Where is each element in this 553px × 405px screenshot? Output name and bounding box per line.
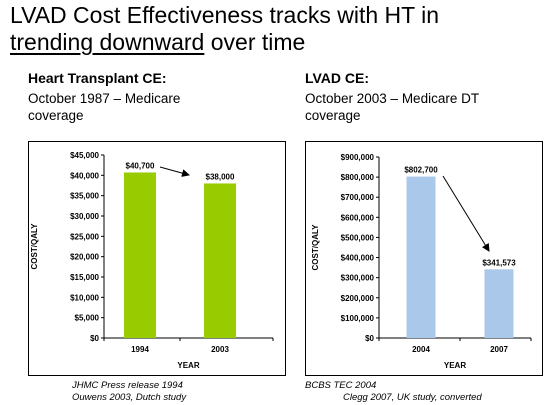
y-tick-label: $800,000 (341, 173, 375, 182)
right-source-1: BCBS TEC 2004 (305, 380, 377, 391)
left-source-2: Ouwens 2003, Dutch study (72, 392, 187, 403)
bar-1994 (124, 172, 156, 338)
trend-arrow (442, 175, 490, 252)
y-tick-label: $100,000 (341, 314, 375, 323)
x-tick-label: 1994 (131, 345, 149, 354)
y-axis-label: COST/QALY (30, 223, 39, 270)
y-tick-label: $35,000 (70, 192, 99, 201)
heart-transplant-chart: $0 $5,000 $10,000 $15,000 $20,000 $25,000 $30,… (28, 141, 286, 376)
title-line-2: trending downward over time (10, 29, 439, 56)
y-tick-label: $200,000 (341, 294, 375, 303)
data-label: $38,000 (206, 172, 235, 181)
y-tick-label: $400,000 (341, 254, 375, 263)
title-underlined-text: trending downward (10, 29, 205, 55)
y-tick-label: $25,000 (70, 232, 99, 241)
lvad-chart-svg: $0 $100,000 $200,000 $300,000 $400,000 $500,0… (311, 153, 532, 370)
x-axis-label: YEAR (444, 361, 466, 370)
bar-2004 (406, 176, 436, 338)
y-tick-label: $300,000 (341, 274, 375, 283)
left-source-1: JHMC Press release 1994 (72, 380, 183, 391)
left-heading: Heart Transplant CE: (28, 70, 167, 86)
y-tick-label: $45,000 (70, 151, 99, 160)
data-label: $341,573 (482, 258, 516, 267)
x-tick-label: 2003 (211, 345, 229, 354)
left-text-line-2: coverage (28, 108, 84, 123)
data-label: $40,700 (126, 161, 155, 170)
y-tick-label: $30,000 (70, 212, 99, 221)
y-tick-label: $10,000 (70, 293, 99, 302)
y-tick-label: $0 (365, 334, 374, 343)
left-sources: JHMC Press release 1994 Ouwens 2003, Dut… (72, 380, 186, 404)
right-text-line-1: October 2003 – Medicare DT (305, 91, 480, 106)
data-label: $802,700 (404, 166, 438, 175)
y-tick-label: $0 (90, 334, 99, 343)
x-tick-label: 2004 (412, 345, 430, 354)
y-axis-label: COST/QALY (311, 224, 320, 271)
y-tick-label: $5,000 (75, 314, 100, 323)
right-heading: LVAD CE: (305, 70, 370, 86)
y-tick-label: $500,000 (341, 233, 375, 242)
y-tick-label: $700,000 (341, 193, 375, 202)
trend-arrow (159, 166, 190, 177)
lvad-chart: $0 $100,000 $200,000 $300,000 $400,000 $500,0… (305, 141, 543, 376)
y-tick-label: $600,000 (341, 213, 375, 222)
y-tick-label: $900,000 (341, 153, 375, 162)
right-description: October 2003 – Medicare DT coverage (305, 90, 479, 124)
title-line-1: LVAD Cost Effectiveness tracks with HT i… (10, 2, 440, 28)
y-tick-label: $15,000 (70, 273, 99, 282)
y-tick-label: $40,000 (70, 171, 99, 180)
right-sources: BCBS TEC 2004 Clegg 2007, UK study, conv… (305, 380, 482, 404)
x-axis-label: YEAR (177, 361, 199, 370)
left-text-line-1: October 1987 – Medicare (28, 91, 181, 106)
x-tick-label: 2007 (490, 345, 508, 354)
right-text-line-2: coverage (305, 108, 361, 123)
slide-title: LVAD Cost Effectiveness tracks with HT i… (10, 2, 439, 56)
right-source-2: Clegg 2007, UK study, converted (343, 392, 482, 403)
title-rest-text: over time (204, 29, 306, 55)
bar-2003 (204, 183, 236, 338)
heart-transplant-chart-svg: $0 $5,000 $10,000 $15,000 $20,000 $25,000 $30,… (30, 151, 274, 370)
left-description: October 1987 – Medicare coverage (28, 90, 180, 124)
y-tick-label: $20,000 (70, 253, 99, 262)
bar-2007 (484, 269, 514, 338)
